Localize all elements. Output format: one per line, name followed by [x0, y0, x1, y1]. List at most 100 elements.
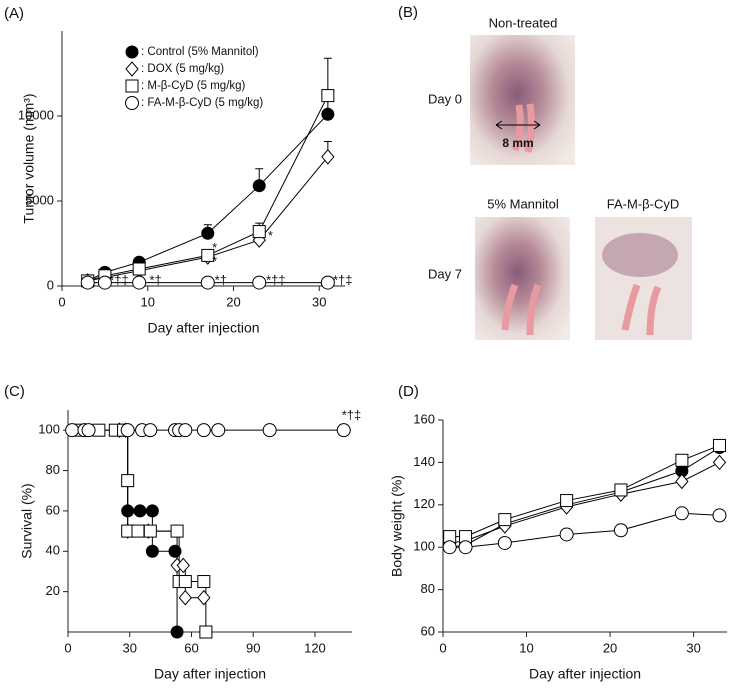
marker: [252, 179, 266, 193]
marker: [197, 589, 211, 606]
marker: [170, 524, 184, 538]
photo-detail: [621, 283, 662, 336]
marker: [120, 423, 135, 438]
annotation: *: [212, 254, 217, 269]
marker: [458, 540, 473, 555]
marker: [262, 423, 277, 438]
panel-label: (B): [398, 4, 418, 21]
x-tick-label: 10: [141, 294, 155, 309]
panel-label: (A): [4, 5, 24, 22]
marker: [321, 107, 335, 121]
step-connector: [123, 429, 129, 511]
marker: [321, 89, 335, 103]
y-tick-label: 10000: [18, 107, 54, 122]
marker: [80, 275, 95, 290]
x-tick-label: 30: [312, 294, 326, 309]
legend-label: : DOX (5 mg/kg): [141, 63, 224, 75]
marker: [131, 524, 145, 538]
marker: [133, 504, 147, 518]
annotation: *†: [149, 272, 161, 287]
marker: [442, 540, 457, 555]
legend-marker: [125, 45, 139, 59]
x-tick-label: 90: [246, 640, 260, 655]
legend-marker: [125, 61, 139, 77]
x-axis-label: Day after injection: [147, 320, 259, 336]
y-axis-label: Body weight (%): [389, 475, 405, 577]
photo: [475, 217, 570, 340]
marker: [97, 275, 112, 290]
x-axis-label: Day after injection: [529, 666, 641, 682]
y-tick-label: 140: [413, 454, 435, 469]
x-tick-label: 20: [603, 640, 617, 655]
marker: [196, 423, 211, 438]
annotation: *: [212, 240, 217, 255]
photo-detail: [511, 103, 536, 153]
annotation: *†: [215, 272, 227, 287]
y-tick-label: 100: [38, 422, 60, 437]
photo-title: Non-treated: [489, 15, 558, 30]
marker: [178, 575, 192, 589]
marker: [170, 625, 184, 639]
marker: [559, 527, 574, 542]
marker: [613, 523, 628, 538]
marker: [201, 248, 215, 262]
marker: [132, 275, 147, 290]
y-tick-label: 5000: [25, 192, 54, 207]
marker: [168, 544, 182, 558]
marker: [121, 474, 135, 488]
marker: [320, 275, 335, 290]
y-tick-label: 60: [421, 623, 435, 638]
x-axis-label: Day after injection: [154, 666, 266, 682]
marker: [178, 423, 193, 438]
y-tick-label: 120: [413, 496, 435, 511]
marker: [145, 504, 159, 518]
day-label: Day 0: [428, 91, 462, 106]
marker: [81, 423, 96, 438]
photo-detail: [602, 233, 678, 277]
annotation: *: [268, 228, 273, 243]
photo-detail: [501, 283, 542, 336]
marker: [497, 535, 512, 550]
marker: [200, 275, 215, 290]
x-tick-label: 20: [226, 294, 240, 309]
photo: [470, 35, 575, 165]
marker: [498, 513, 512, 527]
marker: [121, 504, 135, 518]
axis-line: [442, 420, 727, 633]
marker: [675, 473, 689, 490]
marker: [176, 557, 190, 574]
y-tick-label: 160: [413, 411, 435, 426]
arrow-head: [495, 120, 541, 130]
x-tick-label: 30: [686, 640, 700, 655]
marker: [252, 275, 267, 290]
marker: [143, 423, 158, 438]
marker: [560, 494, 574, 508]
y-tick-label: 0: [47, 277, 54, 292]
marker: [199, 625, 213, 639]
photo-panel: (B) Non-treated 8 mm Day 0 5% Mannitol F…: [398, 4, 692, 340]
marker: [675, 453, 689, 467]
x-tick-label: 30: [123, 640, 137, 655]
legend-marker: [125, 79, 139, 93]
marker: [132, 262, 146, 276]
marker: [211, 423, 226, 438]
y-tick-label: 20: [46, 583, 60, 598]
annotation: *†‡: [333, 272, 353, 287]
legend-marker: [125, 96, 139, 110]
annotation: *†‡: [266, 272, 286, 287]
x-tick-label: 120: [304, 640, 326, 655]
x-tick-label: 60: [184, 640, 198, 655]
marker: [712, 438, 726, 452]
x-tick-label: 0: [64, 640, 71, 655]
scale-label: 8 mm: [502, 136, 533, 150]
marker: [201, 226, 215, 240]
marker: [614, 483, 628, 497]
marker: [712, 454, 727, 471]
y-tick-label: 80: [421, 581, 435, 596]
photo-title: FA-M-β-CyD: [607, 196, 679, 211]
y-axis-label: Tumor volume (mm³): [21, 93, 37, 223]
marker: [65, 423, 80, 438]
axis-line: [67, 410, 352, 633]
marker: [145, 544, 159, 558]
